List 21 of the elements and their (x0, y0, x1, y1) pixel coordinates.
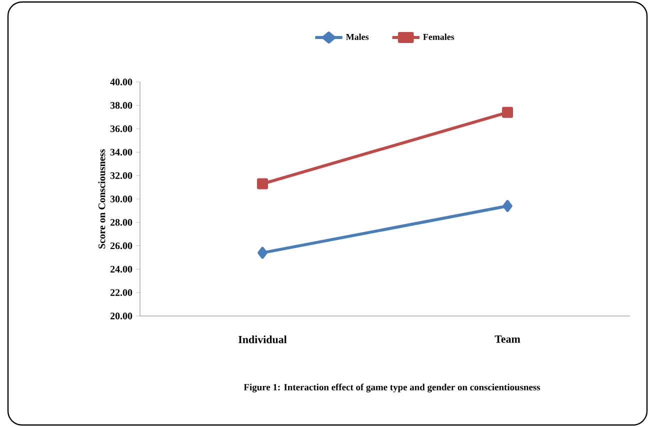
legend-label: Males (346, 34, 369, 40)
x-tick-label: Team (494, 336, 520, 343)
y-tick-label: 26.00 (110, 242, 132, 250)
point (258, 246, 268, 259)
x-tick-label: Individual (238, 336, 287, 344)
y-tick-label: 32.00 (110, 172, 132, 179)
legend-label: Females (423, 34, 454, 40)
y-tick-label: 34.00 (110, 148, 132, 156)
y-tick-label: 36.00 (110, 125, 132, 132)
y-tick-label: 30.00 (110, 196, 132, 202)
y-tick-label: 40.00 (110, 78, 132, 86)
y-axis-title: Score on Consciousness (98, 149, 106, 248)
y-tick-label: 20.00 (110, 312, 132, 320)
y-tick-label: 24.00 (110, 266, 132, 273)
y-tick-label: 28.00 (110, 219, 132, 226)
point (257, 178, 268, 190)
caption: Figure 1: Interaction effect of game type and gender on conscientiousness (244, 384, 540, 392)
point (502, 106, 514, 118)
point (502, 200, 512, 212)
y-tick-label: 22.00 (110, 289, 132, 296)
y-tick-label: 38.00 (110, 102, 132, 109)
